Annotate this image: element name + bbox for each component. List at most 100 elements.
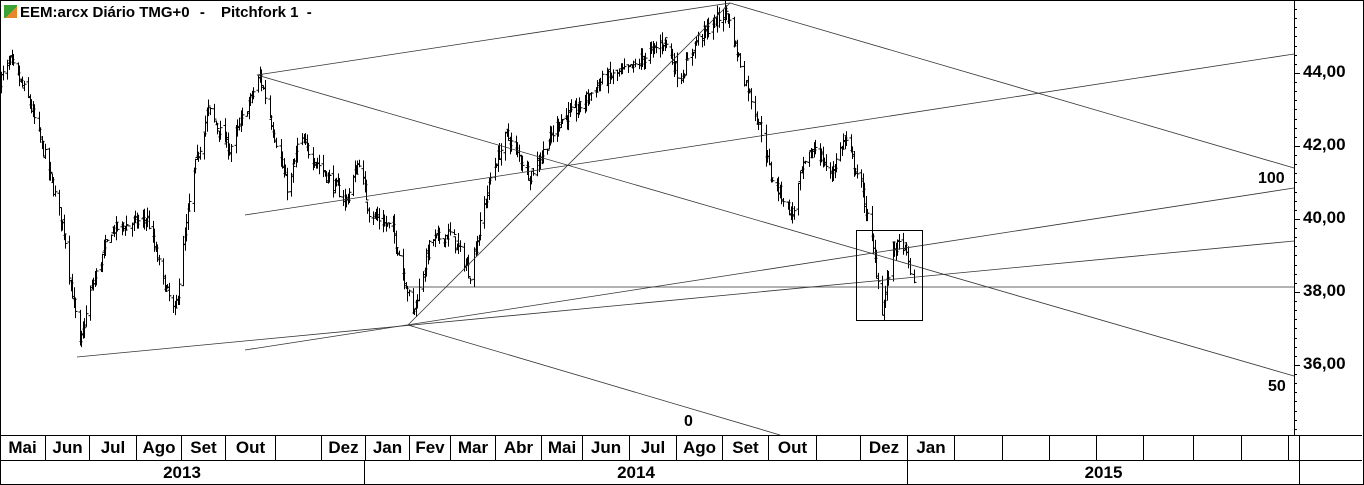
price-bar [721, 8, 726, 32]
year-label: 2015 [908, 461, 1300, 485]
price-bar [88, 285, 93, 321]
month-label: Jan [366, 436, 410, 460]
price-bar [22, 80, 27, 92]
price-bar [622, 58, 627, 70]
price-bar [844, 131, 849, 147]
price-bar [43, 143, 48, 159]
price-bar [365, 201, 370, 214]
price-bar [192, 167, 197, 213]
price-bar [63, 233, 68, 249]
month-label [276, 436, 322, 460]
price-bar [361, 160, 366, 185]
month-label: Out [226, 436, 276, 460]
price-bar [503, 131, 508, 161]
price-bar [263, 79, 268, 105]
price-bar [901, 232, 906, 255]
price-bar [738, 53, 743, 68]
price-bar [746, 75, 751, 102]
price-bar [478, 212, 483, 241]
price-bar [611, 69, 616, 85]
price-bar [637, 58, 642, 70]
price-bar [212, 103, 217, 123]
pitchfork-line [407, 2, 731, 326]
price-bar [531, 167, 536, 176]
month-label: Dez [322, 436, 366, 460]
price-bar [685, 52, 690, 60]
price-bar [124, 215, 129, 231]
price-bar [488, 172, 493, 185]
price-tick-label: 38,00 [1303, 280, 1346, 300]
month-label [1289, 436, 1300, 460]
pitchfork-line [407, 324, 781, 435]
price-bar [517, 144, 522, 162]
price-bar [735, 39, 740, 62]
price-bar [268, 95, 273, 119]
price-bar [796, 182, 801, 216]
price-bar [208, 107, 213, 116]
price-bar [897, 234, 902, 250]
price-bar [421, 271, 426, 293]
price-bar [908, 258, 913, 276]
price-bar [387, 222, 392, 229]
month-label [817, 436, 861, 460]
price-bar [171, 294, 176, 314]
price-bar [798, 171, 803, 191]
price-bar [357, 159, 362, 168]
price-bar [803, 160, 808, 164]
price-bar [251, 87, 256, 100]
price-bar [371, 211, 376, 225]
price-bar [643, 52, 648, 69]
price-bar [237, 117, 242, 131]
price-bar [664, 39, 669, 49]
price-bar [886, 271, 891, 286]
month-label: Fev [410, 436, 451, 460]
price-bar [115, 222, 120, 232]
study-title[interactable]: Pitchfork 1 [220, 4, 299, 21]
price-bar [472, 247, 477, 288]
highlight-box [856, 230, 923, 321]
price-bar [560, 118, 565, 125]
price-bar [103, 234, 108, 257]
price-bar [161, 258, 166, 285]
price-bar [545, 148, 550, 155]
pitchfork-label-0: 0 [684, 413, 693, 430]
price-bar [94, 268, 99, 286]
pitchfork-line [256, 74, 1295, 377]
price-tick-label: 36,00 [1303, 353, 1346, 373]
price-bar [468, 277, 473, 285]
month-label [1242, 436, 1289, 460]
price-bar [824, 154, 829, 171]
price-bar [136, 214, 141, 229]
month-label [1003, 436, 1050, 460]
study-dropdown-icon[interactable]: - [306, 4, 312, 21]
price-bar [749, 88, 754, 110]
price-bar [186, 203, 191, 230]
pitchfork-line [256, 2, 731, 76]
price-bar [551, 125, 556, 143]
price-tick-label: 40,00 [1303, 207, 1346, 227]
price-bar [458, 240, 463, 253]
price-bar [456, 233, 461, 255]
price-bar [578, 102, 583, 113]
month-label: Mai [542, 436, 583, 460]
month-label: Mai [0, 436, 46, 460]
price-bar [742, 60, 747, 87]
price-bar [5, 59, 10, 80]
price-bar [202, 132, 207, 160]
price-plot[interactable] [0, 0, 1364, 435]
symbol-dropdown-icon[interactable]: - [199, 4, 205, 21]
price-bar [407, 289, 412, 297]
price-tick-label: 44,00 [1303, 61, 1346, 81]
price-bar [437, 227, 442, 244]
chart-title[interactable]: EEM:arcx Diário TMG+0 - Pitchfork 1 - [20, 4, 312, 21]
price-bar [147, 210, 152, 230]
month-label: Ago [137, 436, 182, 460]
price-bar [26, 77, 31, 98]
price-bar [285, 167, 290, 201]
price-bar [67, 235, 72, 285]
pitchfork-line [244, 187, 1295, 351]
price-bar [327, 169, 332, 183]
price-bar [167, 282, 172, 302]
symbol-title[interactable]: EEM:arcx Diário TMG+0 [20, 4, 190, 21]
price-bar [759, 116, 764, 143]
